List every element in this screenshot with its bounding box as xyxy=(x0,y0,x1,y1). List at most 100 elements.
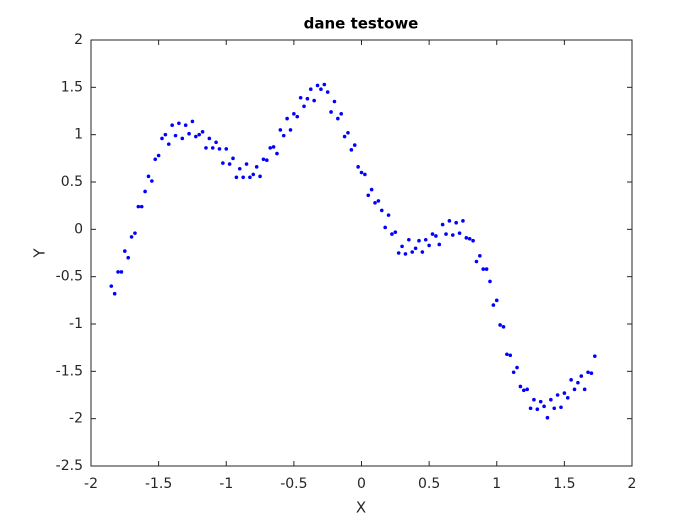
point xyxy=(403,252,408,256)
point xyxy=(200,130,205,134)
point xyxy=(275,151,279,156)
point xyxy=(143,189,147,194)
point xyxy=(342,134,347,139)
point xyxy=(505,352,509,357)
point xyxy=(582,387,587,392)
y-tick-label: -1.5 xyxy=(56,363,83,379)
y-tick-label: 1 xyxy=(74,127,83,143)
point xyxy=(308,87,313,92)
x-tick-label: 0.5 xyxy=(418,476,440,492)
point xyxy=(302,104,306,109)
point xyxy=(511,370,516,375)
x-tick-label: -2 xyxy=(84,476,98,492)
y-tick-label: -2.5 xyxy=(56,458,83,474)
point xyxy=(173,133,178,138)
point xyxy=(501,325,506,329)
point xyxy=(329,110,333,114)
point xyxy=(454,220,458,225)
point xyxy=(572,387,577,392)
x-tick-label: 2 xyxy=(628,476,637,492)
point xyxy=(535,407,540,412)
point xyxy=(187,131,191,136)
point xyxy=(528,406,533,411)
point xyxy=(254,165,259,169)
point xyxy=(160,136,164,141)
point xyxy=(346,130,350,135)
y-tick-label: -2 xyxy=(69,411,83,427)
point xyxy=(325,90,330,94)
point xyxy=(268,146,273,150)
y-tick-label: -1 xyxy=(69,316,83,332)
point xyxy=(508,353,513,358)
point xyxy=(471,238,475,243)
point xyxy=(525,387,529,392)
point xyxy=(298,95,303,100)
point xyxy=(481,267,486,271)
point xyxy=(379,208,384,213)
point xyxy=(515,365,519,370)
point xyxy=(271,145,276,149)
point xyxy=(457,231,462,235)
point xyxy=(491,303,496,307)
point xyxy=(139,204,144,209)
point xyxy=(532,397,536,402)
point xyxy=(542,404,546,409)
point xyxy=(153,157,158,162)
point xyxy=(244,162,249,166)
point xyxy=(322,82,327,87)
point xyxy=(332,99,337,104)
point xyxy=(123,249,127,253)
point xyxy=(292,112,296,116)
point xyxy=(285,116,289,121)
chart-title: dane testowe xyxy=(304,15,419,33)
point xyxy=(565,396,570,400)
point xyxy=(393,230,398,234)
point xyxy=(146,174,151,179)
point xyxy=(224,147,229,151)
point xyxy=(116,270,120,274)
point xyxy=(163,132,168,137)
point xyxy=(593,354,597,358)
point xyxy=(538,399,543,404)
point xyxy=(484,267,489,271)
point xyxy=(413,246,418,251)
point xyxy=(464,236,469,240)
point xyxy=(183,123,188,127)
point xyxy=(488,279,492,284)
point xyxy=(237,166,242,171)
point xyxy=(210,146,215,150)
point xyxy=(217,147,222,151)
point xyxy=(150,179,154,183)
point xyxy=(281,133,286,138)
point xyxy=(112,291,117,296)
point xyxy=(427,243,431,248)
point xyxy=(396,251,401,255)
x-tick-label: -0.5 xyxy=(280,476,307,492)
point xyxy=(170,123,174,127)
point xyxy=(461,219,465,223)
point xyxy=(366,193,371,198)
x-axis-label: X xyxy=(356,499,366,517)
point xyxy=(336,116,340,121)
plot-area xyxy=(90,39,633,467)
point xyxy=(166,142,171,146)
point xyxy=(440,222,445,227)
point xyxy=(288,128,293,132)
point xyxy=(444,232,448,236)
point xyxy=(356,165,360,169)
point xyxy=(576,380,580,385)
point xyxy=(447,219,452,223)
point xyxy=(586,370,590,375)
point xyxy=(278,128,283,132)
point xyxy=(559,405,563,410)
point xyxy=(258,174,262,179)
point xyxy=(261,157,266,162)
point xyxy=(589,371,594,376)
point xyxy=(450,233,455,237)
x-tick-label: 1 xyxy=(492,476,501,492)
point xyxy=(248,175,252,180)
point xyxy=(467,237,472,241)
point xyxy=(410,250,415,254)
point xyxy=(400,244,404,249)
